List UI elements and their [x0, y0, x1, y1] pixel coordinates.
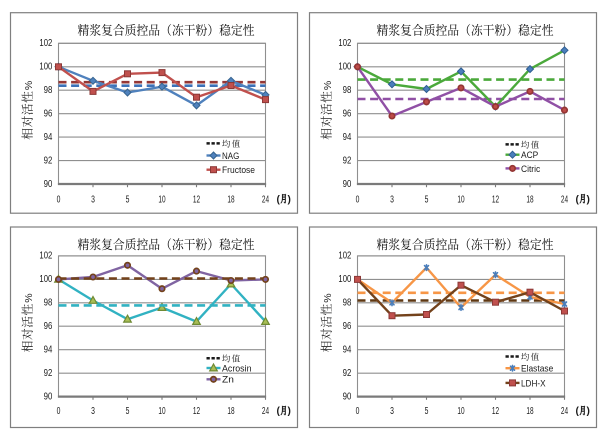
svg-text:%: %: [23, 293, 35, 302]
svg-text:): ): [288, 406, 291, 417]
svg-text:): ): [587, 194, 590, 205]
svg-text:5: 5: [126, 406, 130, 417]
svg-text:90: 90: [343, 179, 352, 190]
svg-text:3: 3: [390, 406, 394, 417]
svg-text:100: 100: [338, 62, 351, 73]
svg-text:%: %: [322, 81, 334, 90]
svg-text:18: 18: [227, 194, 235, 205]
svg-text:5: 5: [126, 194, 130, 205]
svg-text:92: 92: [44, 368, 53, 379]
svg-text:24: 24: [561, 194, 569, 205]
svg-text:Fructose: Fructose: [222, 165, 255, 175]
svg-text:98: 98: [44, 298, 53, 309]
svg-text:0: 0: [356, 406, 360, 417]
svg-text:ACP: ACP: [521, 150, 538, 160]
svg-text:92: 92: [343, 155, 352, 166]
svg-text:10: 10: [158, 194, 166, 205]
svg-text:102: 102: [39, 251, 52, 262]
svg-text:12: 12: [492, 406, 499, 417]
svg-text:(: (: [576, 406, 580, 417]
svg-text:90: 90: [343, 391, 352, 402]
svg-text:94: 94: [44, 132, 53, 143]
svg-text:96: 96: [343, 321, 352, 332]
svg-text:18: 18: [227, 406, 235, 417]
svg-text:(: (: [576, 194, 580, 205]
svg-text:90: 90: [44, 179, 53, 190]
svg-text:98: 98: [343, 85, 352, 96]
svg-text:5: 5: [425, 194, 429, 205]
svg-text:24: 24: [561, 406, 569, 417]
svg-text:98: 98: [343, 298, 352, 309]
svg-text:(: (: [277, 194, 281, 205]
svg-text:Acrosin: Acrosin: [222, 363, 252, 373]
svg-text:18: 18: [526, 406, 534, 417]
svg-text:102: 102: [39, 38, 52, 49]
svg-text:NAG: NAG: [222, 151, 239, 161]
svg-text:96: 96: [44, 321, 53, 332]
svg-text:102: 102: [338, 38, 351, 49]
svg-text:3: 3: [91, 194, 95, 205]
svg-text:96: 96: [44, 109, 53, 120]
svg-text:0: 0: [57, 406, 61, 417]
svg-text:Zn: Zn: [222, 375, 234, 385]
svg-text:5: 5: [425, 406, 429, 417]
svg-text:98: 98: [44, 85, 53, 96]
svg-text:10: 10: [457, 406, 465, 417]
svg-text:LDH-X: LDH-X: [521, 378, 546, 388]
svg-text:24: 24: [262, 406, 270, 417]
svg-text:18: 18: [526, 194, 534, 205]
svg-text:0: 0: [57, 194, 61, 205]
svg-text:10: 10: [457, 194, 465, 205]
svg-text:3: 3: [390, 194, 394, 205]
svg-text:92: 92: [44, 155, 53, 166]
svg-text:100: 100: [39, 62, 52, 73]
svg-text:(: (: [277, 406, 281, 417]
svg-text:90: 90: [44, 391, 53, 402]
svg-text:100: 100: [39, 274, 52, 285]
svg-text:24: 24: [262, 194, 270, 205]
svg-text:Elastase: Elastase: [521, 364, 553, 374]
svg-text:12: 12: [492, 194, 499, 205]
svg-text:10: 10: [158, 406, 166, 417]
svg-text:): ): [288, 194, 291, 205]
svg-text:94: 94: [343, 132, 352, 143]
svg-text:94: 94: [44, 345, 53, 356]
svg-text:): ): [587, 406, 590, 417]
svg-text:%: %: [23, 81, 35, 90]
svg-text:3: 3: [91, 406, 95, 417]
svg-text:0: 0: [356, 194, 360, 205]
svg-text:94: 94: [343, 345, 352, 356]
svg-text:%: %: [322, 293, 334, 302]
svg-text:12: 12: [193, 406, 200, 417]
svg-text:96: 96: [343, 109, 352, 120]
svg-text:100: 100: [338, 274, 351, 285]
svg-text:102: 102: [338, 251, 351, 262]
svg-text:Citric: Citric: [521, 164, 541, 174]
svg-text:92: 92: [343, 368, 352, 379]
svg-text:12: 12: [193, 194, 200, 205]
